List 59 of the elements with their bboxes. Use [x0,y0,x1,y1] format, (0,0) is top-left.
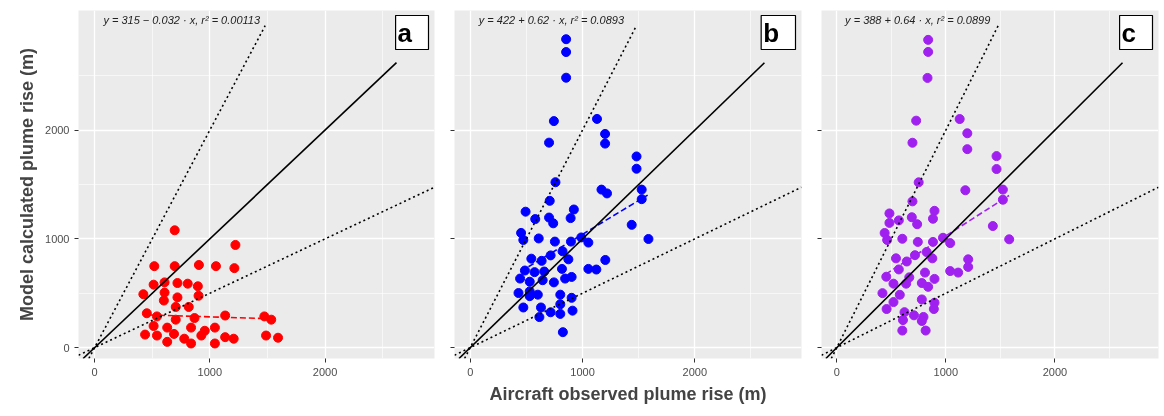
y-axis-title: Model calculated plume rise (m) [17,47,38,322]
x-tick-label: 2000 [1042,365,1068,378]
point [273,332,284,343]
point [220,332,231,343]
y-tick-label: 2000 [45,124,70,137]
point [209,338,220,349]
y-tick-label: 1000 [45,232,70,245]
point [172,278,183,289]
point [199,325,210,336]
point [192,281,203,292]
point [169,261,180,272]
x-tick-label: 2000 [682,365,708,378]
point [138,289,149,300]
point [228,333,239,344]
point [170,301,181,312]
annotation: y = 388 + 0.64 · x, r² = 0.0899 [844,13,991,26]
point [169,328,180,339]
point [210,261,221,272]
point [209,322,220,333]
point [158,295,169,306]
point [183,301,194,312]
annotation: a [397,17,413,48]
x-tick-label: 1000 [933,365,959,378]
point [193,259,204,270]
annotation: c [1121,17,1137,48]
point [162,336,173,347]
point [170,314,181,325]
point [186,322,197,333]
point [182,278,193,289]
x-tick-label: 2000 [312,365,338,378]
annotation: y = 422 + 0.62 · x, r² = 0.0893 [477,13,625,26]
point [151,330,162,341]
point [220,310,231,321]
point [179,333,190,344]
x-tick-label: 0 [467,365,474,378]
point [261,330,272,341]
point [266,314,277,325]
point [148,279,159,290]
annotation: y = 315 − 0.032 · x, r² = 0.00113 [102,13,261,26]
point [169,225,180,236]
x-tick-label: 1000 [570,365,595,378]
point [140,329,151,340]
point [229,263,240,274]
y-tick-label: 0 [63,341,70,354]
point [230,239,241,250]
point [148,320,159,331]
point [189,313,200,324]
point [159,287,170,298]
x-axis-title: Aircraft observed plume rise (m) [489,383,767,404]
annotation: b [763,17,780,48]
point [186,338,197,349]
point [149,261,160,272]
x-tick-label: 1000 [197,365,223,378]
point [172,292,183,303]
point [141,308,152,319]
x-tick-label: 0 [833,365,840,378]
point [162,322,173,333]
x-tick-label: 0 [91,365,98,378]
point [193,290,204,301]
